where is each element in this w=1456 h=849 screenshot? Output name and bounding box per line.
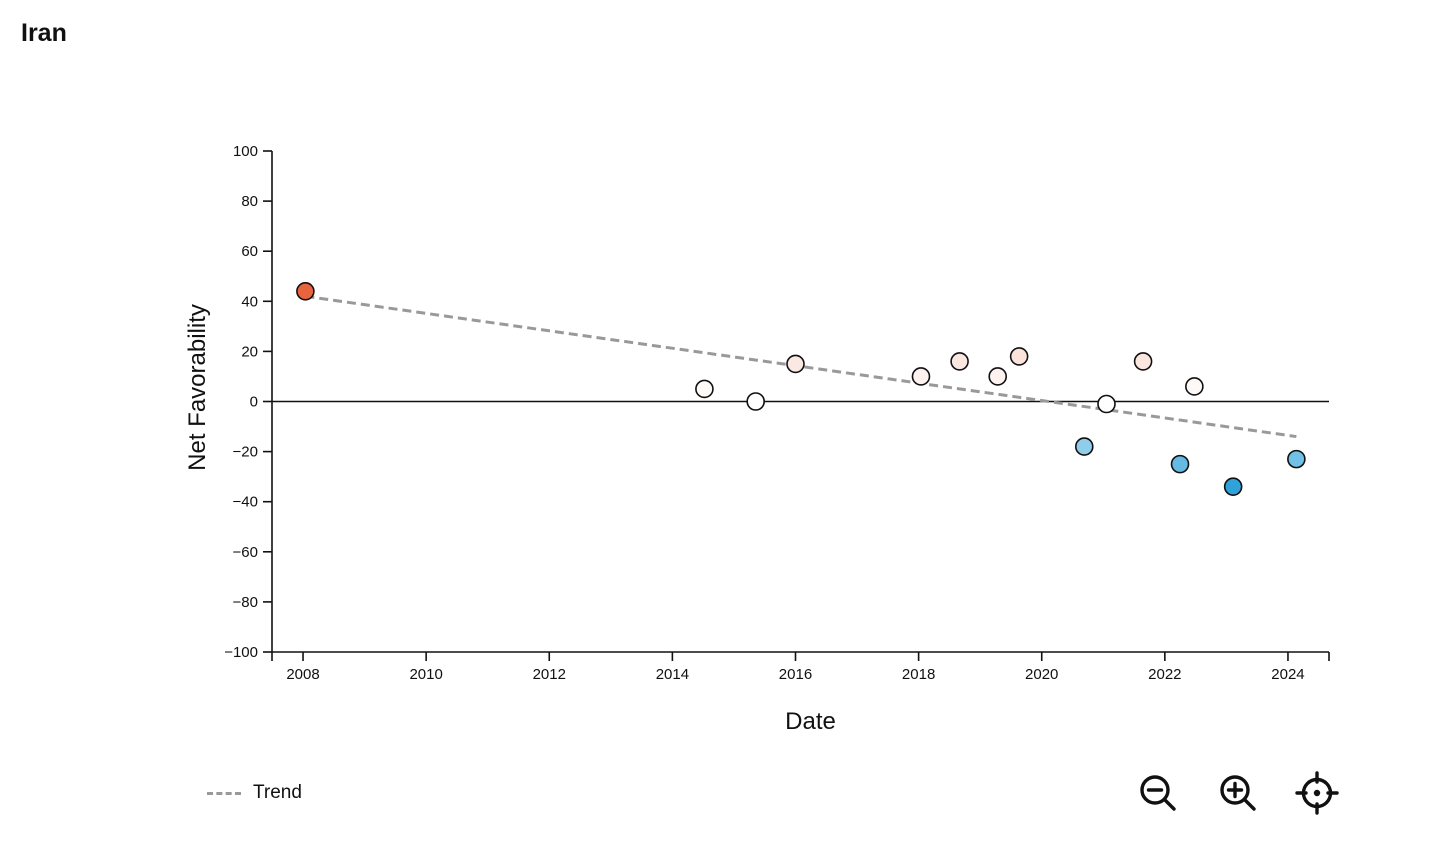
recenter-button[interactable] [1294,770,1340,816]
data-point [1170,454,1190,474]
data-point [1287,449,1306,469]
x-tick-label: 2016 [779,666,812,683]
trend-legend-swatch [207,791,241,795]
data-point [950,352,969,371]
x-tick-label: 2022 [1148,666,1181,683]
y-axis-title: Net Favorability [184,304,211,471]
y-tick-label: 20 [241,343,258,360]
data-point [1097,394,1116,414]
zoom-out-button[interactable] [1135,770,1181,816]
x-tick-label: 2012 [533,666,566,683]
zoom-in-button[interactable] [1215,770,1261,816]
y-tick-label: −40 [233,494,258,511]
zoom-in-icon [1220,775,1256,811]
legend: Trend [207,782,302,804]
y-tick-label: 40 [241,293,258,310]
data-point [1185,377,1204,396]
data-point [911,367,931,386]
crosshair-icon [1295,771,1339,815]
data-point [1223,477,1243,496]
zoom-controls [1130,770,1340,816]
y-tick-label: 100 [233,143,258,160]
data-point [296,281,315,301]
x-tick-label: 2010 [409,666,442,683]
x-axis-title: Date [785,708,836,735]
x-tick-label: 2024 [1271,666,1304,683]
data-point [786,354,805,374]
x-tick-label: 2014 [656,666,689,683]
x-tick-label: 2018 [902,666,935,683]
data-point [746,392,765,411]
x-tick-label: 2020 [1025,666,1058,683]
y-tick-label: 80 [241,193,258,210]
trend-legend-label: Trend [253,782,302,803]
y-tick-label: −20 [233,444,258,461]
data-point [1074,437,1094,456]
y-tick-label: −60 [233,544,258,561]
zoom-out-icon [1140,775,1176,811]
y-tick-label: 60 [241,243,258,260]
trend-line [305,294,1297,439]
data-point [988,367,1008,386]
y-tick-label: −80 [233,594,258,611]
data-point [1133,352,1153,371]
data-point [695,379,714,399]
x-tick-label: 2008 [286,666,319,683]
page-title: Iran [21,19,67,47]
y-tick-label: −100 [224,644,258,661]
y-tick-label: 0 [250,394,258,411]
data-point [1009,347,1029,366]
